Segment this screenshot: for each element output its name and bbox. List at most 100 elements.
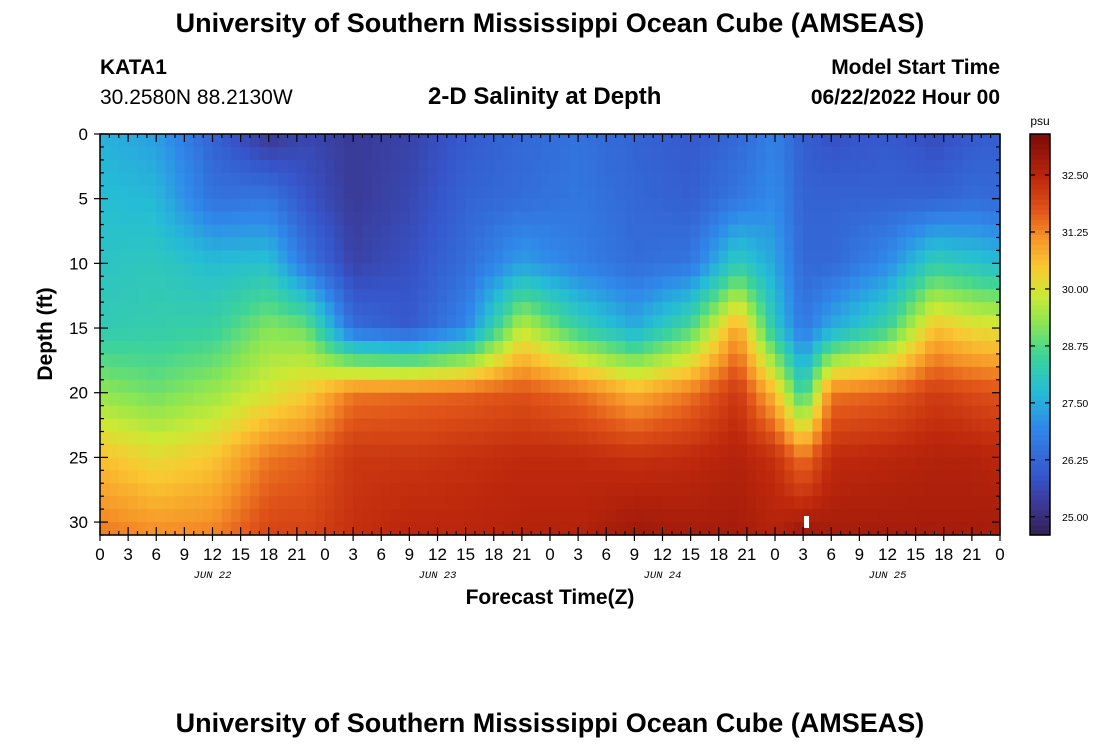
heatmap-cell [475, 134, 485, 148]
heatmap-cell [137, 198, 148, 213]
heatmap-cell [662, 146, 673, 161]
heatmap-cell [840, 431, 851, 446]
heatmap-cell [953, 340, 964, 355]
heatmap-cell [128, 328, 139, 342]
heatmap-cell [831, 276, 842, 290]
heatmap-cell [775, 470, 785, 484]
heatmap-cell [906, 172, 917, 187]
heatmap-cell [512, 315, 523, 329]
heatmap-cell [943, 276, 954, 290]
heatmap-cell [643, 185, 654, 200]
heatmap-cell [821, 522, 832, 536]
heatmap-cell [990, 392, 1001, 407]
colorbar-tick-label: 26.25 [1062, 455, 1088, 467]
heatmap-cell [250, 198, 260, 213]
heatmap-cell [700, 444, 710, 458]
heatmap-cell [118, 509, 129, 523]
heatmap-cell [868, 289, 879, 303]
heatmap-cell [437, 237, 448, 252]
heatmap-cell [728, 379, 739, 394]
heatmap-cell [446, 457, 457, 471]
heatmap-cell [812, 276, 823, 290]
heatmap-cell [165, 340, 176, 355]
heatmap-cell [268, 405, 279, 420]
heatmap-cell [137, 509, 148, 523]
heatmap-cell [915, 470, 926, 484]
heatmap-cell [353, 457, 364, 471]
heatmap-cell [943, 328, 954, 342]
heatmap-cell [962, 263, 973, 277]
heatmap-cell [943, 457, 954, 471]
heatmap-cell [203, 302, 214, 316]
heatmap-cell [278, 431, 289, 446]
heatmap-cell [953, 444, 964, 458]
heatmap-cell [503, 340, 514, 355]
heatmap-cell [887, 134, 898, 148]
heatmap-cell [231, 224, 242, 239]
colorbar-swatch [1030, 469, 1050, 476]
heatmap-cell [465, 250, 476, 264]
heatmap-cell [971, 276, 982, 290]
heatmap-cell [475, 263, 485, 277]
heatmap-cell [428, 496, 439, 510]
heatmap-cell [878, 172, 889, 187]
heatmap-cell [765, 353, 776, 368]
heatmap-cell [737, 328, 748, 342]
heatmap-cell [784, 405, 795, 420]
heatmap-cell [943, 522, 954, 536]
heatmap-cell [118, 353, 129, 368]
heatmap-cell [803, 276, 814, 290]
heatmap-cell [315, 353, 326, 368]
heatmap-cell [437, 366, 448, 381]
heatmap-cell [390, 159, 401, 174]
heatmap-cell [765, 250, 776, 264]
heatmap-cell [325, 224, 335, 239]
heatmap-cell [250, 366, 260, 381]
heatmap-cell [184, 470, 195, 484]
heatmap-cell [728, 237, 739, 252]
colorbar-swatch [1030, 359, 1050, 366]
heatmap-cell [484, 328, 495, 342]
heatmap-cell [606, 146, 617, 161]
heatmap-cell [906, 522, 917, 536]
heatmap-cell [156, 328, 167, 342]
heatmap-cell [681, 263, 692, 277]
heatmap-cell [615, 457, 626, 471]
heatmap-cell [296, 185, 307, 200]
heatmap-cell [409, 302, 420, 316]
heatmap-cell [887, 340, 898, 355]
heatmap-cell [953, 379, 964, 394]
heatmap-cell [371, 224, 382, 239]
heatmap-cell [821, 315, 832, 329]
heatmap-cell [793, 276, 804, 290]
station-coordinates: 30.2580N 88.2130W [100, 86, 293, 109]
heatmap-cell [146, 211, 157, 226]
heatmap-cell [868, 224, 879, 239]
heatmap-cell [512, 366, 523, 381]
heatmap-cell [437, 496, 448, 510]
heatmap-cell [334, 198, 345, 213]
colorbar-swatch [1030, 409, 1050, 416]
heatmap-cell [512, 418, 523, 433]
heatmap-cell [512, 509, 523, 523]
heatmap-cell [390, 146, 401, 161]
heatmap-cell [343, 159, 354, 174]
heatmap-cell [259, 172, 270, 187]
heatmap-cell [971, 405, 982, 420]
heatmap-cell [850, 340, 860, 355]
heatmap-cell [240, 159, 251, 174]
heatmap-cell [709, 340, 720, 355]
heatmap-cell [878, 340, 889, 355]
heatmap-cell [156, 276, 167, 290]
heatmap-cell [418, 198, 429, 213]
heatmap-cell [212, 198, 223, 213]
heatmap-cell [718, 366, 729, 381]
heatmap-cell [906, 315, 917, 329]
heatmap-cell [831, 405, 842, 420]
heatmap-cell [906, 250, 917, 264]
heatmap-cell [240, 198, 251, 213]
heatmap-cell [671, 302, 682, 316]
x-tick-label: 3 [798, 545, 807, 564]
heatmap-cell [184, 431, 195, 446]
heatmap-cell [653, 379, 664, 394]
